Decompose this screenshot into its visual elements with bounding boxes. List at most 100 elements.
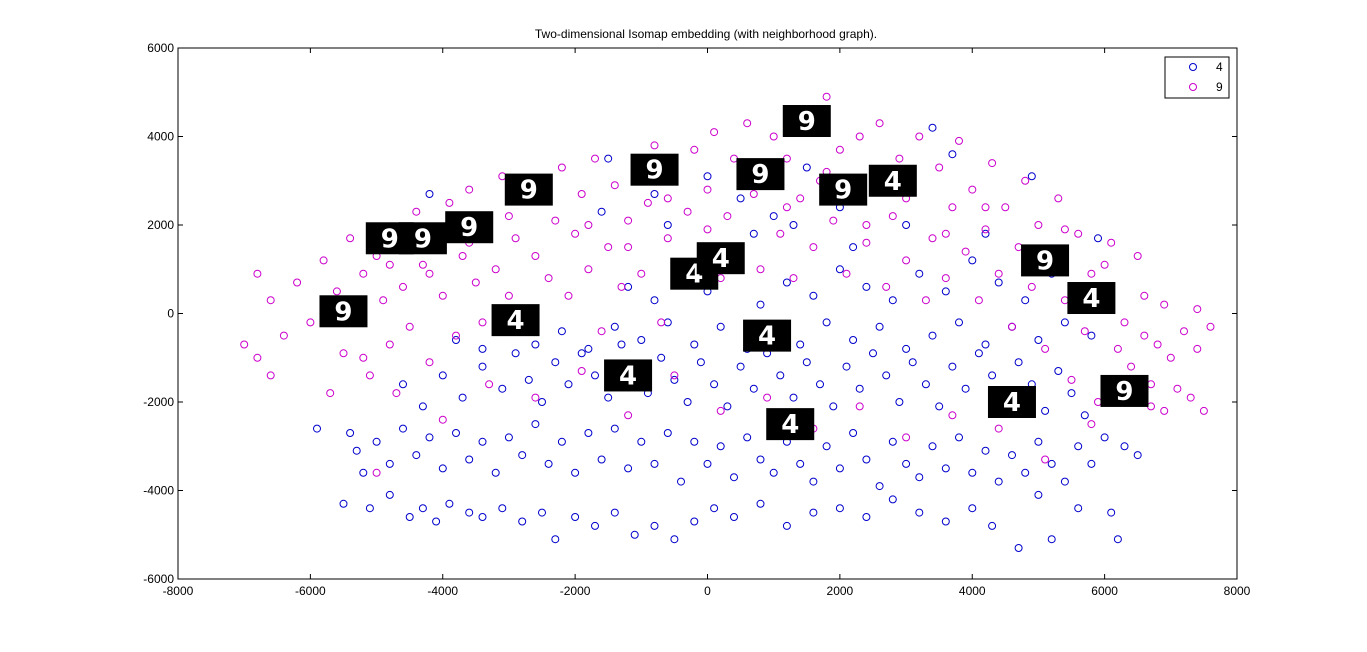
point-series-9 [955,136,963,145]
point-series-9 [365,371,374,380]
point-series-4 [703,172,712,181]
point-series-4 [822,318,831,327]
y-tick-label: 2000 [147,218,174,232]
point-series-4 [1027,172,1036,181]
point-series-9 [385,260,394,269]
point-series-4 [1113,535,1122,544]
point-series-9 [1054,194,1063,203]
point-series-9 [1021,176,1030,185]
point-series-4 [802,358,811,367]
point-series-9 [763,393,772,402]
legend-label-9: 9 [1216,80,1223,94]
point-series-4 [1074,504,1083,513]
thumbnail-background [604,359,653,392]
x-tick-label: 4000 [959,584,986,598]
point-series-9 [571,229,580,238]
point-series-4 [412,451,421,460]
thumbnail-background [398,222,447,255]
point-series-4 [968,468,977,477]
point-series-9 [690,145,699,154]
point-series-4 [452,336,460,344]
point-series-9 [531,252,540,260]
point-series-4 [551,535,560,544]
point-series-9 [796,194,805,203]
point-series-4 [1008,451,1016,460]
point-series-4 [988,371,997,380]
point-series-4 [908,358,917,367]
point-series-9 [478,318,487,327]
point-series-4 [531,420,540,429]
point-series-9 [928,234,937,243]
point-series-9 [597,327,606,336]
point-series-4 [730,473,738,482]
point-series-9 [471,278,480,287]
point-series-9 [604,243,613,252]
axis-ticks: -8000 -6000 -4000 -2000 0 2000 4000 6000 8000600… [143,41,1250,598]
point-series-9 [617,282,626,291]
thumbnail-background [868,164,917,197]
point-series-9 [1034,221,1043,229]
point-series-4 [538,508,546,517]
point-series-9 [994,424,1003,433]
point-series-4 [696,358,705,367]
point-series-9 [723,212,732,221]
point-series-9 [392,389,401,398]
point-series-4 [1021,468,1030,477]
point-series-9 [511,234,520,243]
x-tick-label: -6000 [295,584,326,598]
point-series-9 [683,207,692,216]
point-series-4 [690,340,699,349]
point-series-4 [1100,433,1109,442]
point-series-9 [1193,305,1202,314]
thumbnail-background [766,408,815,441]
thumbnail-background [319,295,368,328]
thumbnail-digit: 4 [507,306,525,336]
point-series-4 [591,521,599,530]
point-series-9 [418,260,427,269]
point-series-4 [835,504,844,513]
point-series-4 [418,504,427,513]
legend-label-4: 4 [1216,60,1223,74]
thumbnail-background [630,153,679,186]
point-series-4 [452,429,460,437]
point-series-9 [1133,252,1142,260]
point-series-9 [948,411,957,420]
point-series-9 [1080,327,1089,336]
point-series-9 [643,198,652,207]
x-tick-label: 0 [704,584,711,598]
point-series-4 [888,495,897,504]
point-series-4 [425,190,434,198]
digit-thumbnail-4: 4 [766,408,815,441]
point-series-9 [941,274,950,283]
chart-title: Two-dimensional Isomap embedding (with n… [535,27,877,41]
point-series-9 [326,389,335,398]
point-series-4 [399,424,407,433]
thumbnail-background [736,158,785,191]
point-series-9 [855,402,864,411]
point-series-9 [399,282,407,291]
point-series-9 [564,291,573,300]
point-series-9 [266,296,275,305]
point-series-4 [670,375,679,384]
point-series-4 [902,459,911,468]
point-series-4 [498,504,507,513]
x-tick-label: -8000 [163,584,194,598]
point-series-4 [981,446,990,455]
point-series-9 [663,234,672,243]
point-series-4 [802,163,811,172]
point-series-4 [372,437,381,446]
point-series-4 [1080,411,1089,420]
digit-thumbnail-4: 4 [868,164,917,197]
point-series-9 [577,190,586,198]
point-series-4 [518,517,527,526]
point-series-9 [875,119,884,128]
digit-thumbnail-9: 9 [1100,374,1149,407]
point-series-9 [504,212,513,221]
point-series-4 [749,384,758,393]
point-series-4 [683,398,692,406]
point-series-9 [1166,353,1175,362]
point-series-4 [1054,367,1063,375]
point-series-4 [478,362,487,371]
point-series-4 [822,442,831,451]
